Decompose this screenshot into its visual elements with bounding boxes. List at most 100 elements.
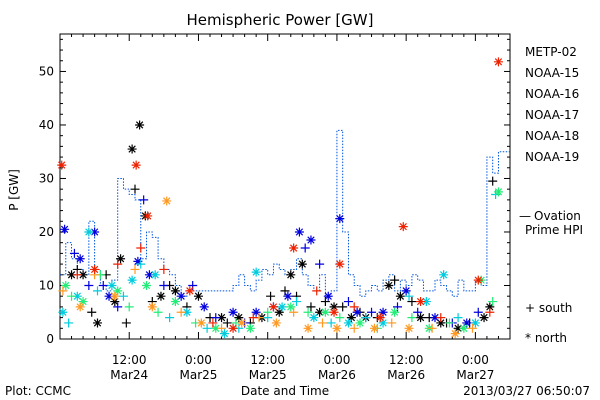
data-point-south [292,297,302,307]
data-point-north [104,291,114,301]
data-point-south [413,307,423,317]
data-point-north [57,160,67,170]
data-point-south [303,307,313,317]
data-point-north [439,270,449,280]
data-point-north [147,302,157,312]
data-point-north [398,222,408,232]
data-point-south [84,280,94,290]
data-point-north [271,318,281,328]
data-point-north [369,323,379,333]
data-point-south [485,307,495,317]
data-point-south [248,313,258,323]
data-point-south [473,307,483,317]
data-point-north [343,318,353,328]
data-point-north [286,302,296,312]
data-point-south [67,291,77,301]
y-axis: 0 10 20 30 40 50 [39,38,510,346]
north-marker-legend: * north [525,331,567,345]
y-tick-label: 0 [46,332,54,346]
data-point-north [473,275,483,285]
legend-item-noaa-15: NOAA-15 [525,66,579,80]
data-point-north [355,318,365,328]
data-point-south [208,318,218,328]
x-tick-date-label: Mar26 [387,368,425,382]
data-point-north [251,307,261,317]
data-point-south [176,307,186,317]
data-point-north [110,297,120,307]
plot-timestamp: 2013/03/27 06:50:07 [463,384,590,398]
data-point-south [387,318,397,328]
data-point-south [130,264,140,274]
data-point-south [444,318,454,328]
data-point-south [289,307,299,317]
data-point-south [87,307,97,317]
data-point-north [378,318,388,328]
data-point-north [90,264,100,274]
data-point-south [326,318,336,328]
data-point-north [193,291,203,301]
x-tick-time-label: 12:00 [112,353,147,367]
data-point-north [289,243,299,253]
ovation-hpi-steps [60,129,510,297]
data-point-north [329,307,339,317]
data-point-north [60,224,70,234]
data-point-north [93,318,102,328]
data-point-south [390,275,400,285]
x-tick-date-label: Mar25 [180,368,218,382]
data-point-south [338,302,348,312]
data-point-south [202,323,212,333]
data-point-north [404,323,414,333]
data-point-south [64,318,74,328]
data-point-north [470,318,480,328]
data-point-south [318,318,327,328]
plot-credit: Plot: CCMC [5,384,71,398]
data-point-north [90,227,100,237]
y-tick-label: 20 [39,225,54,239]
data-point-north [61,280,71,290]
data-point-north [245,323,255,333]
chart-title: Hemispheric Power [GW] [187,11,374,29]
data-point-south [72,270,82,280]
data-point-south [113,259,123,269]
data-point-north [72,291,82,301]
data-point-south [222,318,232,328]
data-point-north [493,187,503,197]
plot-frame [59,33,511,340]
data-point-south [349,323,359,333]
data-point-north [75,254,85,264]
data-point-south [124,302,134,312]
data-point-south [136,243,146,253]
data-point-south [315,259,325,269]
data-point-north [211,323,221,333]
ovation-legend-label-2: Prime HPI [525,223,583,237]
data-point-north [436,318,446,328]
series-metp-02 [67,120,498,333]
data-point-north [84,227,94,237]
data-point-north [156,291,166,301]
data-point-south [453,313,463,323]
data-point-north [306,235,316,245]
data-point-south [407,297,417,307]
data-point-north [182,307,192,317]
data-point-north [75,302,85,312]
data-point-south [266,291,276,301]
x-tick-date-label: Mar26 [318,368,356,382]
ovation-hpi-line [60,129,510,297]
data-point-north [196,318,206,328]
data-point-north [485,302,495,312]
data-point-north [67,270,77,280]
data-point-south [159,280,169,290]
data-point-south [361,313,371,323]
data-point-south [69,248,79,258]
data-point-north [395,291,405,301]
data-point-south [98,280,108,290]
data-point-north [303,323,313,333]
data-point-north [113,286,123,296]
data-point-north [277,302,287,312]
data-point-south [93,286,102,296]
data-point-north [346,313,356,323]
data-point-north [219,329,229,339]
y-tick-label: 30 [39,171,54,185]
y-tick-label: 50 [39,64,54,78]
data-point-north [127,144,137,154]
